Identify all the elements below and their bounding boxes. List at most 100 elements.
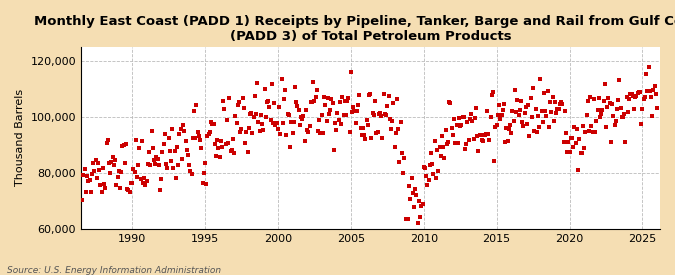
Point <box>439 155 450 160</box>
Point <box>490 125 501 129</box>
Point <box>259 86 270 91</box>
Point <box>473 149 484 153</box>
Point <box>554 102 565 107</box>
Point <box>556 100 566 104</box>
Point <box>433 169 443 174</box>
Point <box>288 119 299 124</box>
Point <box>499 102 510 106</box>
Point <box>511 110 522 114</box>
Point <box>314 118 325 122</box>
Point <box>378 92 389 96</box>
Point <box>530 107 541 111</box>
Point <box>547 95 558 99</box>
Point <box>390 131 401 135</box>
Point <box>191 103 202 107</box>
Point <box>402 217 413 221</box>
Point <box>563 140 574 145</box>
Point <box>304 123 315 128</box>
Point <box>632 90 643 95</box>
Point <box>151 154 162 159</box>
Point <box>150 162 161 166</box>
Point <box>323 96 333 101</box>
Point <box>520 105 531 109</box>
Point <box>133 163 144 167</box>
Point <box>178 123 188 127</box>
Point <box>385 127 396 131</box>
Point <box>343 96 354 101</box>
Point <box>270 123 281 127</box>
Point <box>346 70 356 75</box>
Point <box>406 175 417 180</box>
Point <box>208 122 219 126</box>
Point <box>641 72 651 76</box>
Point <box>583 99 593 103</box>
Point <box>80 190 91 195</box>
Point <box>293 108 304 112</box>
Point <box>392 97 402 101</box>
Point <box>121 142 132 146</box>
Point <box>475 133 485 137</box>
Point <box>218 99 229 103</box>
Point <box>174 131 185 136</box>
Point <box>244 112 255 117</box>
Point <box>347 109 358 114</box>
Point <box>612 107 622 111</box>
Point <box>595 115 605 119</box>
Point <box>631 94 642 98</box>
Point <box>548 119 559 123</box>
Point <box>256 113 267 117</box>
Point <box>411 193 422 197</box>
Point <box>100 185 111 190</box>
Point <box>240 141 250 145</box>
Point <box>427 162 437 166</box>
Point <box>491 123 502 127</box>
Point <box>308 80 319 84</box>
Point <box>111 182 122 187</box>
Point <box>359 132 370 137</box>
Point <box>256 122 267 127</box>
Point <box>585 95 595 100</box>
Point <box>647 114 657 118</box>
Point <box>101 141 112 146</box>
Point <box>354 93 364 97</box>
Point <box>350 121 361 125</box>
Point <box>570 141 581 145</box>
Point <box>608 114 619 118</box>
Point <box>602 105 613 109</box>
Point <box>303 130 314 135</box>
Point <box>366 136 377 140</box>
Point <box>508 118 519 123</box>
Point <box>461 141 472 146</box>
Point <box>504 126 514 131</box>
Point <box>277 120 288 125</box>
Point <box>586 123 597 128</box>
Point <box>223 141 234 145</box>
Point <box>564 150 575 155</box>
Point <box>537 120 548 124</box>
Point <box>639 95 650 100</box>
Point <box>331 128 342 132</box>
Point <box>450 141 461 145</box>
Point <box>305 100 316 104</box>
Point <box>159 132 170 136</box>
Point <box>470 106 481 110</box>
Point <box>388 100 399 105</box>
Point <box>581 113 592 118</box>
Point <box>83 179 94 183</box>
Point <box>292 103 303 108</box>
Point <box>261 115 271 119</box>
Point <box>558 140 569 144</box>
Point <box>493 102 504 107</box>
Point <box>457 115 468 119</box>
Point <box>540 109 551 114</box>
Point <box>242 150 253 155</box>
Point <box>432 147 443 152</box>
Point <box>91 175 102 180</box>
Point <box>152 156 163 161</box>
Point <box>580 130 591 134</box>
Point <box>230 114 241 118</box>
Point <box>478 138 489 143</box>
Point <box>253 119 264 124</box>
Point <box>329 121 340 125</box>
Point <box>370 99 381 103</box>
